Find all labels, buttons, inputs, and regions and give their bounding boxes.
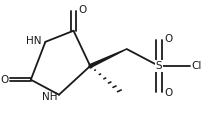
Text: O: O — [79, 5, 87, 15]
Text: O: O — [164, 34, 172, 44]
Text: O: O — [164, 88, 172, 98]
Text: HN: HN — [26, 36, 42, 46]
Text: O: O — [1, 75, 9, 85]
Text: Cl: Cl — [191, 61, 202, 71]
Polygon shape — [89, 49, 127, 67]
Text: NH: NH — [42, 92, 57, 102]
Text: S: S — [156, 61, 162, 71]
